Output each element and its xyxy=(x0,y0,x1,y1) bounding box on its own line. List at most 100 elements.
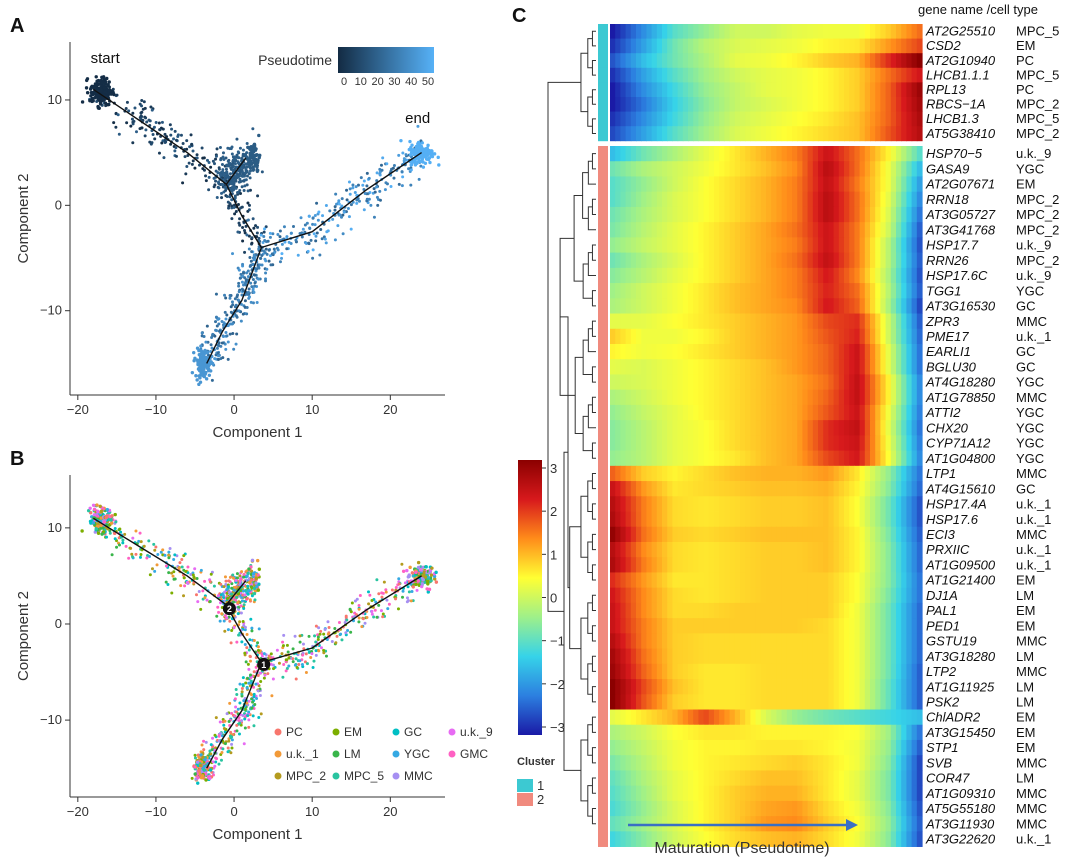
cell-point xyxy=(247,710,251,714)
cell-point xyxy=(389,169,393,173)
heatmap-cell xyxy=(682,126,689,142)
heatmap-cell xyxy=(880,252,887,269)
heatmap-cell xyxy=(714,450,720,467)
heatmap-cell xyxy=(823,176,829,193)
heatmap-cell xyxy=(630,450,637,467)
heatmap-cell xyxy=(849,146,855,162)
heatmap-cell xyxy=(781,126,788,142)
heatmap-cell xyxy=(818,176,824,193)
heatmap-cell xyxy=(667,267,673,284)
cell-point xyxy=(85,91,90,95)
cell-point xyxy=(313,634,317,638)
cell-point xyxy=(348,192,352,196)
heatmap-cell xyxy=(885,97,892,112)
heatmap-cell xyxy=(916,267,923,284)
heatmap-cell xyxy=(729,191,736,208)
cell-point xyxy=(95,94,99,99)
heatmap-cell xyxy=(703,252,710,269)
cell-point xyxy=(357,616,361,620)
heatmap-cell xyxy=(838,313,845,330)
heatmap-cell xyxy=(620,298,627,314)
heatmap-cell xyxy=(656,465,663,482)
cell-point xyxy=(245,686,249,690)
cell-point xyxy=(169,142,173,146)
heatmap-cell xyxy=(792,450,798,467)
cell-point xyxy=(252,685,256,689)
cell-point xyxy=(181,181,185,185)
heatmap-cell xyxy=(911,97,918,112)
y-tick-label: −10 xyxy=(40,303,62,318)
cell-point xyxy=(212,185,216,189)
cell-point xyxy=(190,370,195,375)
heatmap-cell xyxy=(916,435,923,451)
heatmap-cell xyxy=(740,126,746,142)
heatmap-cell xyxy=(625,111,632,127)
heatmap-cell xyxy=(885,67,892,83)
heatmap-cell xyxy=(734,67,741,83)
heatmap-cell xyxy=(636,222,642,238)
heatmap-cell xyxy=(667,97,673,112)
heatmap-cell xyxy=(828,450,835,467)
heatmap-cell xyxy=(776,206,783,223)
cell-point xyxy=(243,165,247,169)
heatmap-cell xyxy=(792,389,798,406)
cell-point xyxy=(367,197,371,201)
heatmap-cell xyxy=(620,97,627,112)
heatmap-cell xyxy=(740,450,746,467)
heatmap-cell xyxy=(890,328,897,345)
heatmap-cell xyxy=(755,420,762,436)
heatmap-cell xyxy=(615,465,621,482)
heatmap-cell xyxy=(760,389,767,406)
heatmap-cell xyxy=(682,191,689,208)
cell-point xyxy=(242,283,246,287)
heatmap-cell xyxy=(838,97,845,112)
heatmap-cell xyxy=(771,24,777,39)
heatmap-cell xyxy=(724,420,731,436)
heatmap-cell xyxy=(646,222,653,238)
heatmap-cell xyxy=(802,374,809,391)
cell-point xyxy=(314,649,318,653)
heatmap-cell xyxy=(682,111,689,127)
heatmap-cell xyxy=(693,146,699,162)
heatmap-cell xyxy=(781,176,788,193)
cell-point xyxy=(196,781,200,785)
cell-point xyxy=(85,77,90,81)
cluster-strip-cell xyxy=(598,557,608,573)
heatmap-cell xyxy=(859,97,866,112)
cell-point xyxy=(407,147,412,152)
heatmap-cell xyxy=(641,374,647,391)
heatmap-cell xyxy=(797,161,803,177)
cell-point xyxy=(95,100,99,104)
heatmap-cell xyxy=(729,435,736,451)
heatmap-cell xyxy=(656,359,663,375)
cell-point xyxy=(232,576,236,580)
heatmap-cell xyxy=(620,283,627,299)
heatmap-cell xyxy=(786,283,793,299)
heatmap-cell xyxy=(781,97,788,112)
heatmap-cell xyxy=(838,191,845,208)
cell-point xyxy=(369,203,373,207)
heatmap-cell xyxy=(760,404,767,421)
cell-point xyxy=(380,168,384,172)
heatmap-cell xyxy=(755,111,762,127)
cell-point xyxy=(211,332,215,336)
heatmap-cell xyxy=(875,111,881,127)
cell-point xyxy=(380,595,384,599)
heatmap-cell xyxy=(667,161,673,177)
heatmap-cell xyxy=(797,67,803,83)
cell-point xyxy=(241,148,245,152)
heatmap-cell xyxy=(615,146,621,162)
heatmap-cell xyxy=(708,24,715,39)
cell-point xyxy=(248,188,252,192)
heatmap-cell xyxy=(682,267,689,284)
heatmap-cell xyxy=(734,146,741,162)
heatmap-cell xyxy=(724,38,731,54)
heatmap-cell xyxy=(740,404,746,421)
heatmap-cell xyxy=(760,328,767,345)
cell-point xyxy=(193,756,197,760)
heatmap-cell xyxy=(646,67,653,83)
heatmap-cell xyxy=(656,404,663,421)
heatmap-cell xyxy=(656,298,663,314)
cluster-strip-cell xyxy=(598,146,608,162)
